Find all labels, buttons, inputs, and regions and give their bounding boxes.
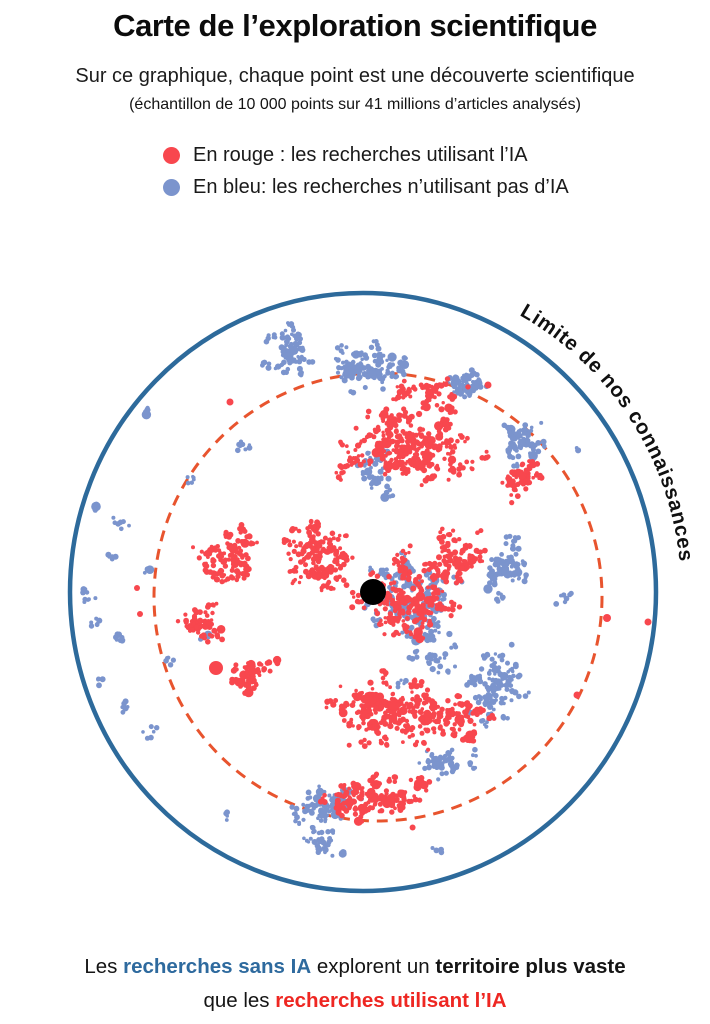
- caption-segment: recherches utilisant l’IA: [275, 989, 507, 1012]
- red-dot-icon: [163, 146, 180, 164]
- blue-dot-icon: [163, 178, 180, 196]
- caption-line-1: Les recherches sans IA explorent un terr…: [0, 950, 710, 984]
- center-origin-dot: [360, 579, 386, 605]
- caption-segment: territoire plus vaste: [435, 955, 626, 978]
- knowledge-boundary-circle: [67, 290, 659, 894]
- legend: En rouge : les recherches utilisant l’IA…: [163, 145, 569, 197]
- boundary-label: Limite de nos connaissances: [517, 299, 698, 562]
- legend-item-ai: En rouge : les recherches utilisant l’IA: [163, 145, 569, 165]
- page-title: Carte de l’exploration scientifique: [113, 8, 597, 43]
- chart-subtitle: Sur ce graphique, chaque point est une d…: [75, 65, 635, 87]
- caption-segment: Les: [84, 955, 124, 978]
- boundary-label-text: Limite de nos connaissances: [517, 299, 697, 562]
- caption-segment: explorent un: [311, 955, 436, 978]
- legend-label-no-ai: En bleu: les recherches n’utilisant pas …: [193, 176, 569, 198]
- legend-label-ai: En rouge : les recherches utilisant l’IA: [193, 144, 528, 166]
- caption-line-2: que les recherches utilisant l’IA: [0, 984, 710, 1018]
- sample-note: (échantillon de 10 000 points sur 41 mil…: [129, 96, 581, 113]
- caption-segment: recherches sans IA: [123, 955, 312, 978]
- scatter-points-group: [80, 321, 652, 858]
- caption-segment: que les: [203, 989, 276, 1012]
- bottom-caption: Les recherches sans IA explorent un terr…: [0, 950, 710, 1018]
- legend-item-no-ai: En bleu: les recherches n’utilisant pas …: [163, 177, 569, 197]
